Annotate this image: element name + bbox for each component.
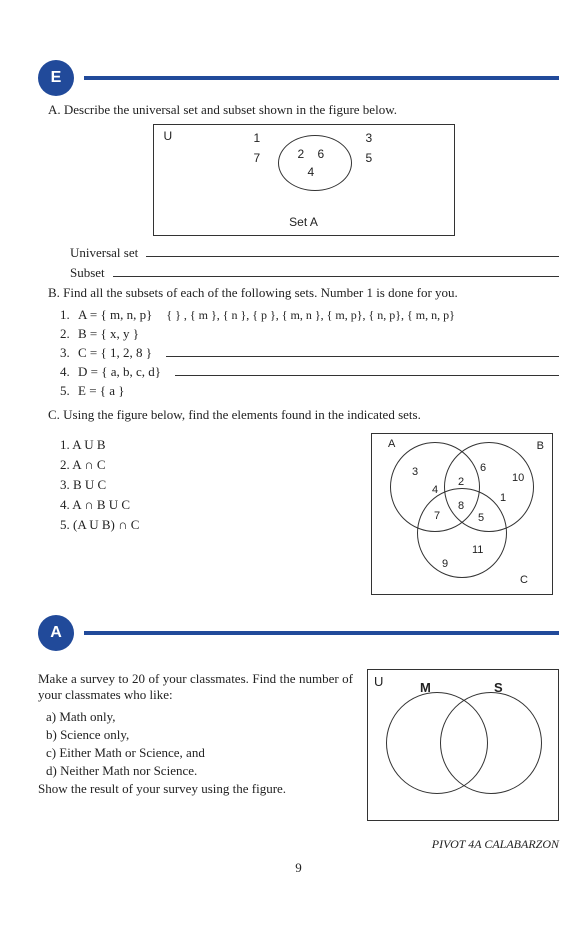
row-def: B = { x, y } (78, 326, 153, 342)
circle-s (440, 692, 542, 794)
subsets-list: 1. A = { m, n, p} { } , { m }, { n }, { … (48, 307, 559, 399)
three-set-venn: A B C 3 6 10 4 2 1 7 8 5 11 9 (371, 433, 553, 595)
n9: 9 (442, 558, 448, 570)
n1: 1 (500, 492, 506, 504)
part-c-list: 1. A U B 2. A ∩ C 3. B U C 4. A ∩ B U C … (48, 433, 371, 537)
label-c: C (520, 574, 528, 586)
label-a: A (388, 438, 395, 450)
label-s: S (494, 680, 503, 695)
c-item: 4. A ∩ B U C (60, 497, 371, 513)
row-num: 2. (60, 326, 78, 342)
page-number: 9 (38, 860, 559, 876)
subset-row: 4. D = { a, b, c, d} (60, 364, 559, 380)
subset-row: 1. A = { m, n, p} { } , { m }, { n }, { … (60, 307, 559, 323)
n6: 6 (480, 462, 486, 474)
subset-line: Subset (48, 265, 559, 282)
row-num: 4. (60, 364, 78, 380)
n11: 11 (472, 544, 483, 556)
u-label: U (164, 129, 173, 143)
num-6: 6 (318, 147, 325, 161)
num-3: 3 (366, 131, 373, 145)
badge-a: A (38, 615, 74, 651)
row-blank[interactable] (166, 346, 559, 358)
rule (84, 631, 559, 635)
footer-text: PIVOT 4A CALABARZON (38, 837, 559, 852)
num-4: 4 (308, 165, 315, 179)
section-a-body: Make a survey to 20 of your classmates. … (38, 669, 559, 821)
n10: 10 (512, 472, 524, 484)
section-e-body: A. Describe the universal set and subset… (38, 102, 559, 595)
c-item: 5. (A U B) ∩ C (60, 517, 371, 533)
survey-outro: Show the result of your survey using the… (38, 781, 353, 797)
opt-d: d) Neither Math nor Science. (38, 763, 353, 779)
set-a-caption: Set A (154, 215, 454, 229)
two-set-venn: U M S (367, 669, 559, 821)
n3: 3 (412, 466, 418, 478)
universal-set-line: Universal set (48, 244, 559, 261)
subset-blank[interactable] (113, 265, 559, 278)
n2: 2 (458, 476, 464, 488)
universal-set-blank[interactable] (146, 244, 559, 257)
part-c-intro: C. Using the figure below, find the elem… (48, 407, 559, 423)
universal-set-label: Universal set (70, 245, 146, 261)
row-def: A = { m, n, p} (78, 307, 166, 323)
opt-b: b) Science only, (38, 727, 353, 743)
n7: 7 (434, 510, 440, 522)
worksheet-page: E A. Describe the universal set and subs… (0, 0, 587, 951)
row-num: 3. (60, 345, 78, 361)
num-1: 1 (254, 131, 261, 145)
set-figure: U 1 3 7 5 2 6 4 Set A (153, 124, 455, 236)
row-num: 1. (60, 307, 78, 323)
subset-label: Subset (70, 265, 113, 281)
num-2: 2 (298, 147, 305, 161)
row-def: E = { a } (78, 383, 139, 399)
subset-row: 3. C = { 1, 2, 8 } (60, 345, 559, 361)
opt-c: c) Either Math or Science, and (38, 745, 353, 761)
row-answer: { } , { m }, { n }, { p }, { m, n }, { m… (166, 308, 559, 323)
section-e-header: E (38, 60, 559, 96)
row-def: C = { 1, 2, 8 } (78, 345, 166, 361)
section-a-header: A (38, 615, 559, 651)
label-b: B (537, 440, 544, 452)
c-item: 3. B U C (60, 477, 371, 493)
rule (84, 76, 559, 80)
part-a-intro: A. Describe the universal set and subset… (48, 102, 559, 118)
row-num: 5. (60, 383, 78, 399)
row-def: D = { a, b, c, d} (78, 364, 175, 380)
n8: 8 (458, 500, 464, 512)
part-b-intro: B. Find all the subsets of each of the f… (48, 285, 559, 301)
c-item: 1. A U B (60, 437, 371, 453)
subset-row: 2. B = { x, y } (60, 326, 559, 342)
subset-row: 5. E = { a } (60, 383, 559, 399)
num-5: 5 (366, 151, 373, 165)
part-c-body: 1. A U B 2. A ∩ C 3. B U C 4. A ∩ B U C … (48, 433, 559, 595)
label-u: U (374, 674, 383, 689)
section-a-text: Make a survey to 20 of your classmates. … (38, 669, 367, 821)
n4: 4 (432, 484, 438, 496)
c-item: 2. A ∩ C (60, 457, 371, 473)
num-7: 7 (254, 151, 261, 165)
label-m: M (420, 680, 431, 695)
badge-e: E (38, 60, 74, 96)
n5: 5 (478, 512, 484, 524)
set-a-circle (278, 135, 352, 191)
survey-intro: Make a survey to 20 of your classmates. … (38, 671, 353, 703)
opt-a: a) Math only, (38, 709, 353, 725)
row-blank[interactable] (175, 365, 559, 377)
